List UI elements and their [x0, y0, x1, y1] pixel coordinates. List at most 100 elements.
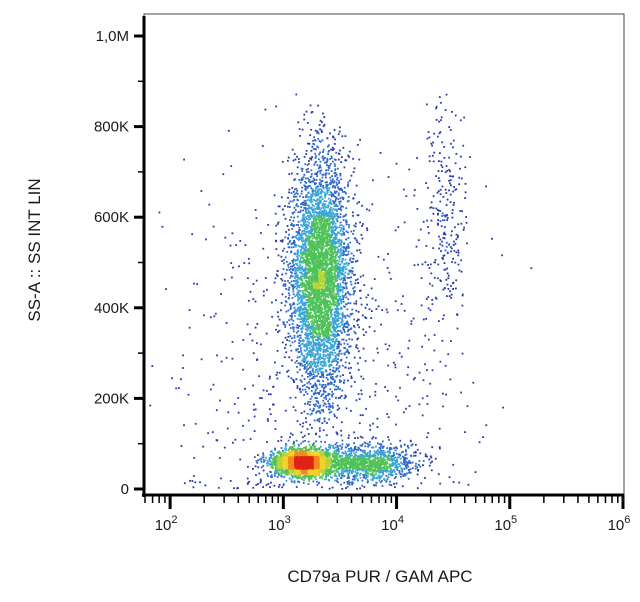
data-point — [284, 280, 286, 282]
data-point — [324, 322, 327, 325]
data-point — [357, 350, 360, 353]
data-point — [309, 225, 312, 228]
data-point — [331, 405, 334, 407]
data-point — [342, 327, 345, 329]
data-point — [286, 339, 288, 341]
data-point — [284, 256, 287, 259]
data-point — [383, 463, 386, 466]
data-point — [320, 376, 322, 378]
data-point — [298, 229, 301, 231]
data-point — [296, 284, 299, 286]
data-point — [277, 221, 280, 224]
data-point — [341, 439, 344, 442]
data-point — [343, 191, 346, 193]
data-point — [293, 381, 295, 383]
data-point — [309, 217, 312, 220]
data-point — [333, 288, 335, 291]
data-point — [339, 208, 342, 211]
data-point — [289, 305, 292, 307]
data-point — [332, 240, 335, 242]
data-point — [328, 211, 331, 214]
data-point — [331, 373, 334, 375]
data-point — [360, 449, 363, 452]
data-point — [315, 366, 318, 369]
data-point — [386, 462, 389, 465]
data-point — [319, 429, 321, 432]
data-point — [380, 445, 382, 448]
data-point — [289, 335, 292, 338]
data-point — [312, 142, 315, 145]
data-point — [436, 191, 439, 194]
data-point — [232, 441, 234, 444]
data-point — [359, 487, 361, 490]
data-point — [288, 202, 290, 205]
data-point — [332, 253, 335, 256]
data-point — [335, 451, 338, 453]
data-point — [333, 474, 336, 477]
data-point — [339, 396, 342, 399]
data-point — [300, 167, 303, 170]
data-point — [324, 369, 327, 372]
data-point — [385, 474, 388, 477]
data-point — [312, 361, 315, 363]
data-point — [331, 453, 334, 456]
data-point — [336, 374, 339, 377]
data-point — [306, 382, 309, 385]
data-point — [305, 343, 307, 346]
data-point — [376, 450, 378, 452]
data-point — [255, 484, 258, 486]
data-point — [319, 375, 321, 378]
data-point — [284, 347, 286, 349]
data-point — [301, 252, 303, 254]
data-point — [330, 157, 333, 159]
data-point — [336, 361, 339, 363]
data-point — [302, 323, 305, 325]
data-point — [333, 284, 336, 287]
data-point — [307, 317, 309, 320]
data-point — [310, 230, 313, 233]
data-point — [304, 261, 307, 263]
data-point — [442, 392, 444, 395]
data-point — [305, 280, 308, 282]
data-point — [302, 217, 304, 220]
data-point — [319, 199, 322, 202]
data-point — [448, 156, 450, 159]
data-point — [369, 441, 371, 443]
data-point — [332, 269, 335, 271]
data-point — [301, 275, 304, 278]
data-point — [355, 451, 358, 454]
data-point — [356, 278, 359, 281]
data-point — [299, 334, 302, 337]
data-point — [356, 478, 359, 481]
data-point — [285, 231, 287, 233]
data-point — [350, 327, 353, 330]
data-point — [209, 388, 212, 391]
data-point — [309, 235, 312, 238]
data-point — [336, 471, 339, 473]
data-point — [454, 114, 457, 117]
data-point — [308, 387, 311, 390]
data-point — [269, 454, 272, 457]
data-point — [413, 194, 416, 197]
data-point — [309, 360, 312, 363]
data-point — [193, 457, 196, 459]
data-point — [203, 314, 205, 317]
data-point — [292, 212, 294, 215]
data-point — [218, 457, 221, 459]
data-point — [396, 459, 398, 461]
data-point — [278, 474, 280, 476]
data-point — [314, 194, 317, 197]
data-point — [298, 255, 301, 257]
data-point — [296, 309, 299, 312]
data-point — [464, 183, 467, 185]
data-point — [295, 326, 298, 329]
data-point — [340, 380, 342, 383]
data-point — [382, 461, 385, 464]
data-point — [339, 444, 341, 447]
data-point — [450, 142, 452, 145]
data-point — [276, 275, 279, 277]
data-point — [272, 467, 274, 469]
data-point — [310, 201, 313, 204]
data-point — [260, 343, 262, 346]
data-point — [290, 272, 293, 274]
